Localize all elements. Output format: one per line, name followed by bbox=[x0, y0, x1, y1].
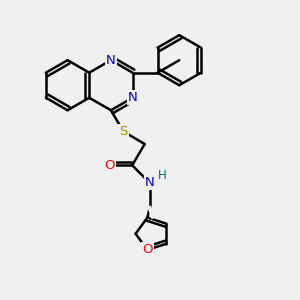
Text: N: N bbox=[106, 54, 116, 67]
Text: O: O bbox=[104, 159, 115, 172]
Text: O: O bbox=[142, 243, 153, 256]
Text: N: N bbox=[128, 91, 137, 104]
Text: N: N bbox=[145, 176, 154, 189]
Text: H: H bbox=[158, 169, 167, 182]
Text: S: S bbox=[119, 125, 128, 138]
